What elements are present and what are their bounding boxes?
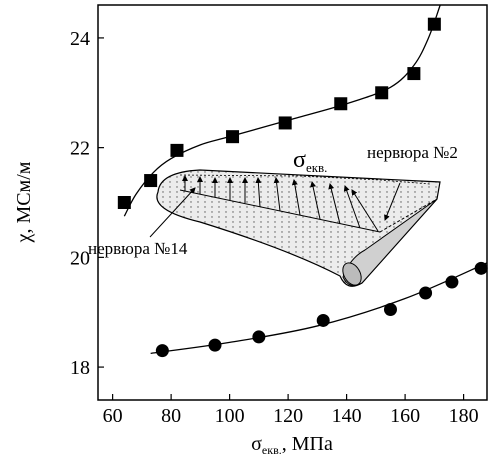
- y-tick-label: 18: [70, 357, 90, 379]
- y-axis-label: χ, МСм/м: [13, 161, 35, 243]
- circle-point: [445, 276, 458, 289]
- wing-diagram: [150, 170, 440, 288]
- x-axis-label: σекв., МПа: [251, 433, 333, 457]
- x-label-text: , МПа: [282, 433, 333, 455]
- x-tick-label: 140: [332, 405, 362, 427]
- y-tick-label: 24: [70, 28, 90, 50]
- x-tick-label: 180: [449, 405, 479, 427]
- y-tick-label: 20: [70, 247, 90, 269]
- x-tick-label: 60: [103, 405, 123, 427]
- x-tick-label: 160: [390, 405, 420, 427]
- x-tick-label: 120: [273, 405, 303, 427]
- rib2-label: нервюра №2: [367, 143, 458, 162]
- chart: σекв. нервюра №2 нервюра №14 σекв., МПа …: [0, 0, 488, 460]
- sigma-annotation: σекв.: [293, 147, 327, 175]
- x-tick-label: 80: [161, 405, 181, 427]
- fit-curve: [151, 263, 487, 354]
- sigma-subscript: екв.: [306, 160, 327, 175]
- x-label-symbol: σ: [251, 433, 262, 455]
- sigma-symbol: σ: [293, 147, 306, 173]
- y-tick-label: 22: [70, 138, 90, 160]
- x-tick-label: 100: [215, 405, 245, 427]
- rib14-label: нервюра №14: [88, 239, 188, 258]
- x-label-subscript: екв.: [262, 443, 282, 457]
- square-point: [407, 67, 420, 80]
